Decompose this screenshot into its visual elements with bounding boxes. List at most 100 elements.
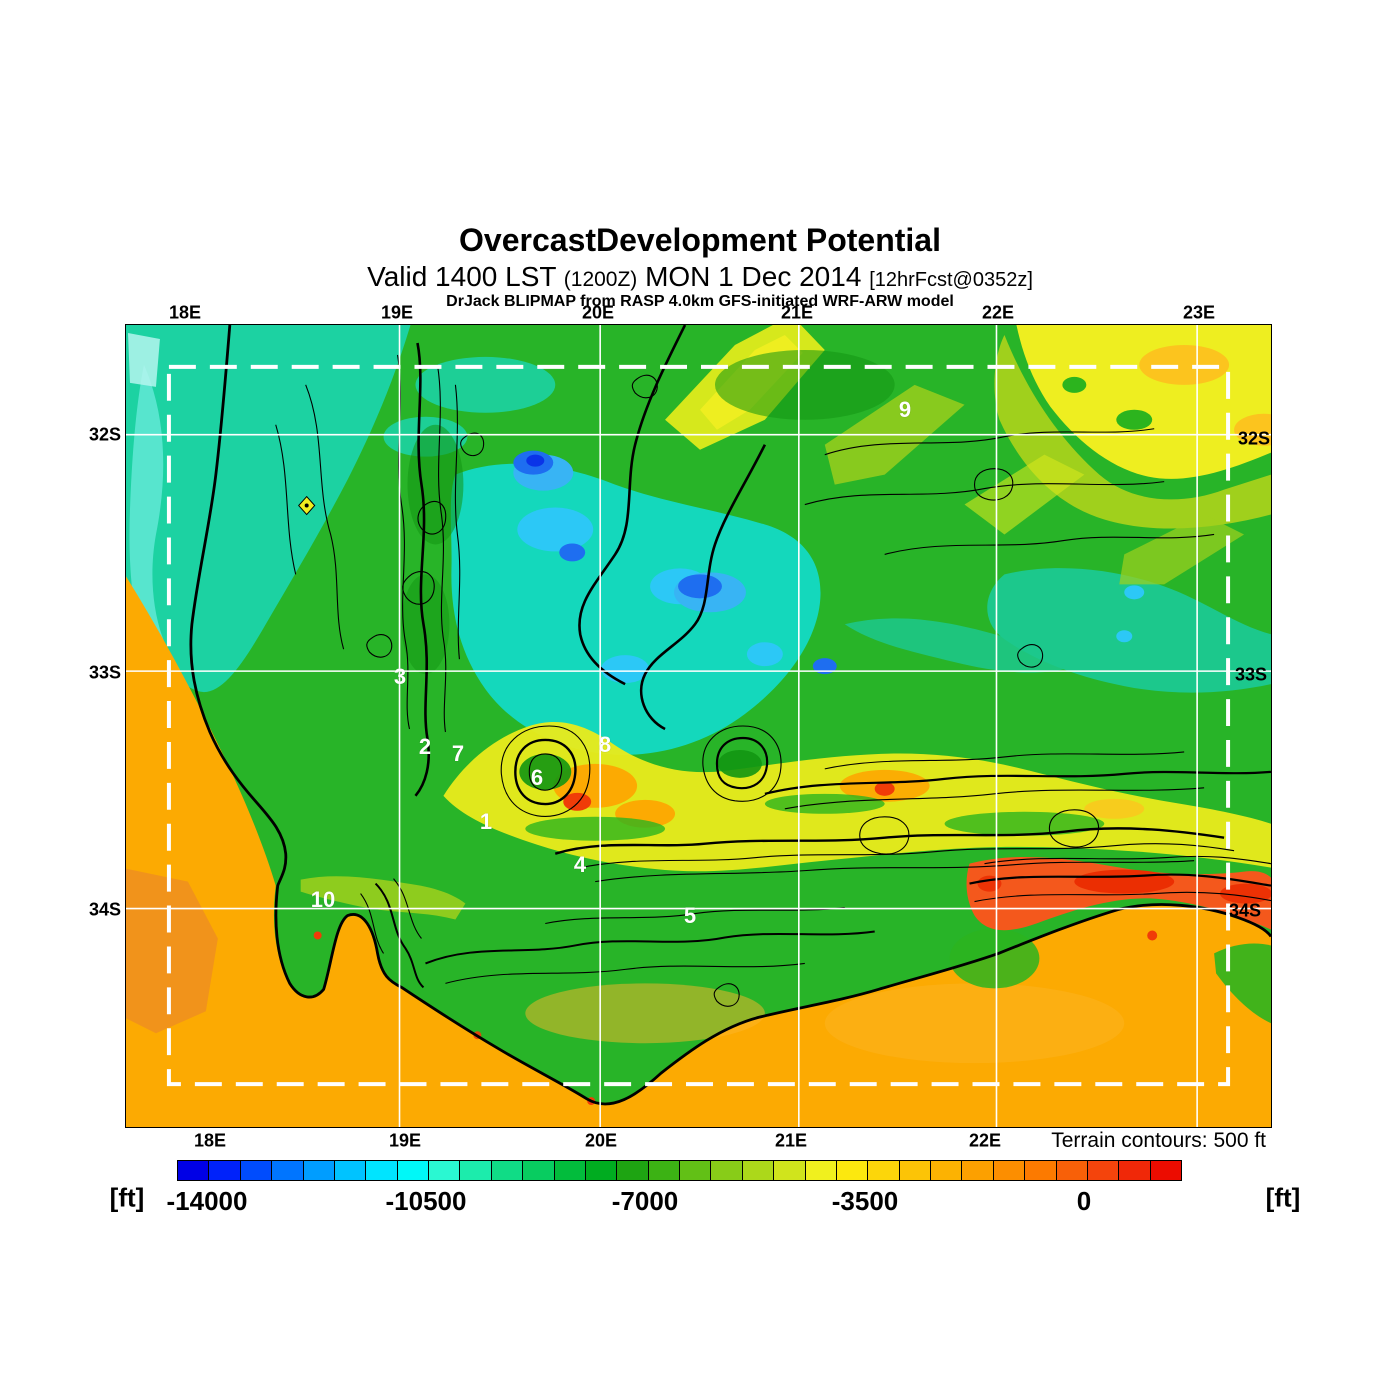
colorbar-unit-right: [ft] xyxy=(1265,1182,1301,1213)
cyan-spot-1 xyxy=(517,507,594,552)
valid-time: Valid 1400 LST xyxy=(367,260,556,292)
lat-label-left-33S: 33S xyxy=(88,662,121,683)
region-nw-teal xyxy=(126,325,411,693)
cyan-fleck-1 xyxy=(1124,585,1145,600)
lon-label-bottom-19E: 19E xyxy=(388,1130,422,1151)
lon-label-top-20E: 20E xyxy=(581,302,615,323)
site-marker-1: 1 xyxy=(479,809,493,834)
colorbar-segment-9 xyxy=(460,1161,492,1180)
colorbar xyxy=(177,1160,1182,1181)
lon-label-top-22E: 22E xyxy=(981,302,1015,323)
valid-time-z: (1200Z) xyxy=(563,267,638,291)
colorbar-segment-18 xyxy=(742,1161,775,1180)
coastline xyxy=(189,325,1271,1106)
terrain-contours-thick xyxy=(374,325,1271,989)
tr-orange-patch-1 xyxy=(1139,344,1230,385)
colorbar-segment-17 xyxy=(711,1161,743,1180)
colorbar-segment-19 xyxy=(774,1161,806,1180)
ocean-dark-patch xyxy=(126,868,218,1034)
colorbar-tick--10500: -10500 xyxy=(385,1186,467,1216)
lon-label-top-23E: 23E xyxy=(1182,302,1216,323)
streak-mid-2 xyxy=(1119,514,1245,585)
forecast-tag: [12hrFcst@0352z] xyxy=(869,268,1033,291)
colorbar-segment-29 xyxy=(1087,1161,1120,1180)
colorbar-tick--14000: -14000 xyxy=(166,1186,248,1216)
colorbar-segment-7 xyxy=(397,1161,429,1180)
lon-label-top-19E: 19E xyxy=(380,302,414,323)
colorbar-segment-16 xyxy=(680,1161,712,1180)
site-marker-7: 7 xyxy=(451,741,465,766)
peak-green-1 xyxy=(519,753,572,790)
blue-spot-2 xyxy=(559,543,586,562)
map-plot xyxy=(126,325,1271,1127)
colorbar-segment-28 xyxy=(1056,1161,1088,1180)
tr-orange-patch-2 xyxy=(1234,413,1271,446)
lat-label-right-32S: 32S xyxy=(1237,428,1271,449)
site-marker-8: 8 xyxy=(598,732,612,757)
dark-green-top xyxy=(714,349,895,420)
model-domain-dashed-box xyxy=(166,364,1231,1087)
colorbar-segment-23 xyxy=(899,1161,931,1180)
colorbar-tick--3500: -3500 xyxy=(831,1186,899,1216)
region-ocean-orange xyxy=(126,576,1271,1127)
lat-label-right-34S: 34S xyxy=(1228,900,1262,921)
blue-spot-3 xyxy=(678,574,722,599)
colorbar-segment-25 xyxy=(962,1161,994,1180)
valley-green-2 xyxy=(764,793,885,814)
cyan-fleck-2 xyxy=(1116,630,1133,643)
coast-red-dot-4 xyxy=(1147,930,1158,941)
central-red-spot-2 xyxy=(874,781,895,796)
region-mid-seagreen xyxy=(844,618,1065,673)
model-subtitle: DrJack BLIPMAP from RASP 4.0km GFS-initi… xyxy=(446,292,954,310)
site-marker-5: 5 xyxy=(683,903,697,928)
valley-green-1 xyxy=(525,816,666,841)
colorbar-segment-0 xyxy=(178,1161,210,1180)
colorbar-segment-13 xyxy=(585,1161,618,1180)
region-ne-seagreen xyxy=(987,568,1271,693)
colorbar-tick-0: 0 xyxy=(1076,1186,1092,1216)
ocean-light-patch-1 xyxy=(525,983,765,1044)
colorbar-segment-12 xyxy=(554,1161,586,1180)
colorbar-segment-21 xyxy=(836,1161,869,1180)
tr-green-spot-2 xyxy=(1062,376,1087,393)
colorbar-unit-left: [ft] xyxy=(109,1182,145,1213)
page-title: OvercastDevelopment Potential xyxy=(459,222,941,258)
lon-label-bottom-18E: 18E xyxy=(193,1130,227,1151)
colorbar-segment-11 xyxy=(523,1161,555,1180)
lon-label-top-21E: 21E xyxy=(780,302,814,323)
colorbar-segment-8 xyxy=(429,1161,461,1180)
site-marker-9: 9 xyxy=(898,397,912,422)
lon-label-bottom-22E: 22E xyxy=(968,1130,1002,1151)
terrain-contours-thin xyxy=(275,354,1271,1007)
site-marker-10: 10 xyxy=(310,887,336,912)
colorbar-segment-30 xyxy=(1119,1161,1151,1180)
map-frame xyxy=(125,324,1272,1128)
site-marker-3: 3 xyxy=(393,664,407,689)
coastal-diamond-dot xyxy=(304,503,309,508)
colorbar-segment-20 xyxy=(805,1161,837,1180)
lon-label-top-18E: 18E xyxy=(168,302,202,323)
colorbar-segment-24 xyxy=(931,1161,963,1180)
coast-green-patch-se xyxy=(949,928,1040,989)
site-marker-4: 4 xyxy=(573,852,587,877)
terrain-contours-note: Terrain contours: 500 ft xyxy=(1051,1129,1266,1152)
colorbar-segment-5 xyxy=(334,1161,367,1180)
cyan-spot-4 xyxy=(746,642,783,667)
lat-label-left-32S: 32S xyxy=(88,424,121,445)
colorbar-segment-4 xyxy=(303,1161,335,1180)
region-west-pale-spot xyxy=(127,332,160,387)
coast-red-dot-1 xyxy=(313,931,322,940)
region-north-teal-1 xyxy=(415,356,556,413)
se-red-core-1 xyxy=(1074,869,1175,894)
colorbar-segment-22 xyxy=(868,1161,900,1180)
colorbar-segment-15 xyxy=(648,1161,680,1180)
lat-label-right-33S: 33S xyxy=(1234,664,1268,685)
colorbar-segment-26 xyxy=(993,1161,1026,1180)
colorbar-segment-1 xyxy=(209,1161,241,1180)
lon-label-bottom-21E: 21E xyxy=(774,1130,808,1151)
colorbar-segment-3 xyxy=(272,1161,304,1180)
valley-green-3 xyxy=(944,811,1105,836)
valid-date: MON 1 Dec 2014 xyxy=(645,260,862,292)
site-marker-2: 2 xyxy=(418,734,432,759)
